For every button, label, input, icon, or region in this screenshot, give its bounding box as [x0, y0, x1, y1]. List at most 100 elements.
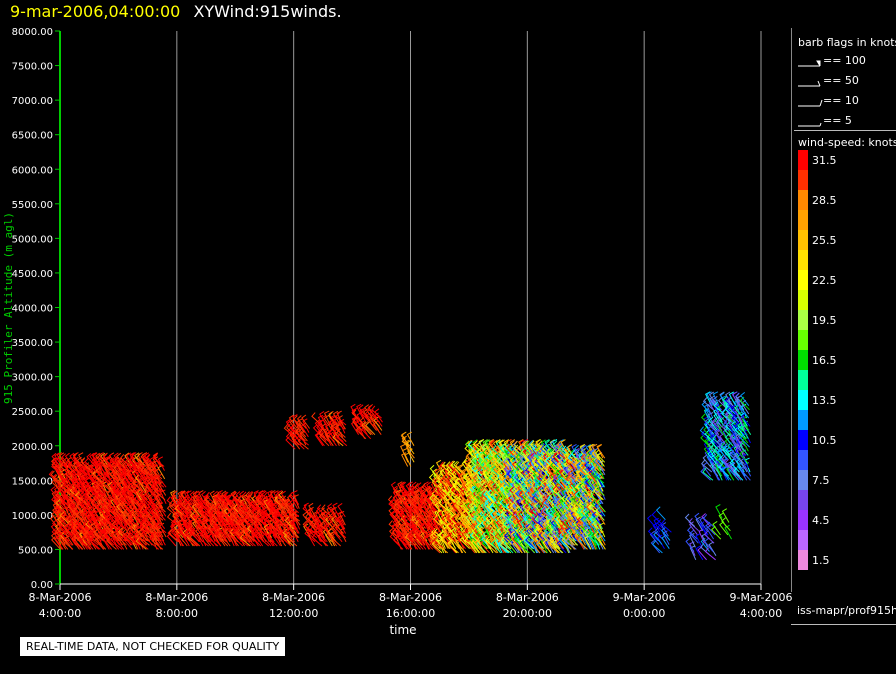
wind-barb — [365, 421, 376, 436]
wind-barb — [195, 527, 204, 543]
wind-barb — [113, 458, 125, 471]
wind-barb — [689, 545, 697, 561]
wind-barb — [523, 536, 535, 550]
wind-barb — [448, 534, 457, 549]
wind-barb — [337, 502, 346, 518]
wind-barb — [465, 501, 475, 516]
wind-barb — [95, 478, 107, 492]
wind-barb — [540, 538, 549, 554]
speed-label: 13.5 — [812, 394, 837, 407]
wind-barb — [97, 470, 109, 484]
wind-barb — [128, 469, 138, 484]
wind-barb — [728, 391, 737, 406]
wind-barb — [239, 528, 251, 543]
wind-barb — [66, 456, 76, 471]
wind-barb — [485, 536, 497, 550]
wind-barb — [428, 502, 436, 517]
wind-barb — [155, 489, 163, 505]
wind-barb — [405, 440, 415, 455]
wind-barb — [304, 529, 316, 543]
wind-barb — [702, 514, 714, 527]
wind-barb — [285, 432, 297, 446]
speed-swatch — [798, 290, 808, 310]
wind-barb — [593, 481, 602, 496]
wind-barb — [351, 408, 362, 423]
wind-barb — [311, 412, 322, 426]
wind-barb — [240, 499, 252, 514]
wind-barb — [150, 520, 163, 534]
wind-barb — [226, 494, 233, 509]
speed-swatch — [798, 310, 808, 330]
wind-barb — [301, 414, 311, 429]
wind-barb — [350, 403, 358, 419]
wind-barb — [552, 540, 564, 554]
y-tick-label: 1000.00 — [12, 511, 53, 522]
wind-barb — [80, 536, 91, 550]
wind-barb — [713, 401, 725, 415]
wind-barb — [109, 482, 120, 496]
wind-barb — [573, 490, 584, 505]
wind-barb — [60, 494, 70, 509]
wind-barb — [116, 465, 127, 480]
x-tick-time: 4:00:00 — [740, 607, 782, 620]
wind-barb — [726, 442, 738, 456]
speed-swatch — [798, 550, 808, 570]
wind-barb — [73, 507, 84, 521]
wind-barb — [154, 487, 166, 501]
wind-barb — [191, 503, 201, 518]
wind-barb — [133, 511, 144, 525]
wind-barb — [716, 409, 727, 423]
wind-barb — [537, 523, 549, 537]
wind-barb — [467, 509, 477, 525]
wind-barb — [248, 491, 260, 505]
x-tick-date: 8-Mar-2006 — [29, 591, 92, 604]
wind-barb — [187, 532, 198, 547]
source-divider — [791, 624, 896, 625]
wind-barb — [123, 532, 135, 546]
wind-barb — [289, 431, 300, 446]
wind-barb — [139, 473, 150, 488]
speed-swatch — [798, 350, 808, 370]
wind-barb — [90, 499, 101, 513]
wind-barb — [705, 521, 716, 536]
speed-swatch — [798, 430, 808, 450]
wind-barb — [503, 457, 515, 471]
wind-barb — [170, 520, 182, 534]
wind-barb — [723, 400, 734, 415]
wind-barb — [82, 507, 94, 521]
wind-barb — [317, 532, 327, 547]
wind-barb — [97, 453, 108, 467]
wind-barb — [721, 508, 730, 523]
wind-barb — [332, 410, 341, 426]
y-tick-label: 2500.00 — [12, 407, 53, 418]
wind-barb — [239, 499, 249, 514]
wind-barb — [151, 473, 162, 488]
wind-barb — [588, 490, 599, 505]
wind-barb — [360, 409, 371, 423]
wind-barb — [405, 528, 417, 542]
wind-barb — [142, 528, 154, 542]
wind-barb — [251, 532, 262, 547]
wind-barb — [438, 498, 450, 512]
wind-barb — [292, 490, 299, 505]
wind-barb — [731, 466, 742, 481]
wind-barb — [103, 495, 115, 509]
wind-barb — [103, 516, 115, 530]
wind-barb — [565, 465, 576, 480]
wind-barb — [242, 533, 254, 547]
wind-barb — [468, 493, 479, 508]
wind-barb — [660, 522, 669, 537]
wind-barb — [729, 434, 741, 448]
legend-divider — [794, 130, 896, 131]
wind-barb — [118, 494, 129, 509]
wind-barb — [323, 415, 333, 430]
wind-barb — [393, 536, 404, 550]
wind-barb — [739, 433, 750, 448]
wind-barb — [456, 511, 467, 525]
wind-barb — [593, 482, 605, 496]
speed-swatch — [798, 510, 808, 530]
wind-barb — [536, 531, 547, 545]
wind-barb — [695, 516, 704, 532]
wind-barb — [286, 507, 296, 522]
wind-barb — [577, 461, 588, 476]
